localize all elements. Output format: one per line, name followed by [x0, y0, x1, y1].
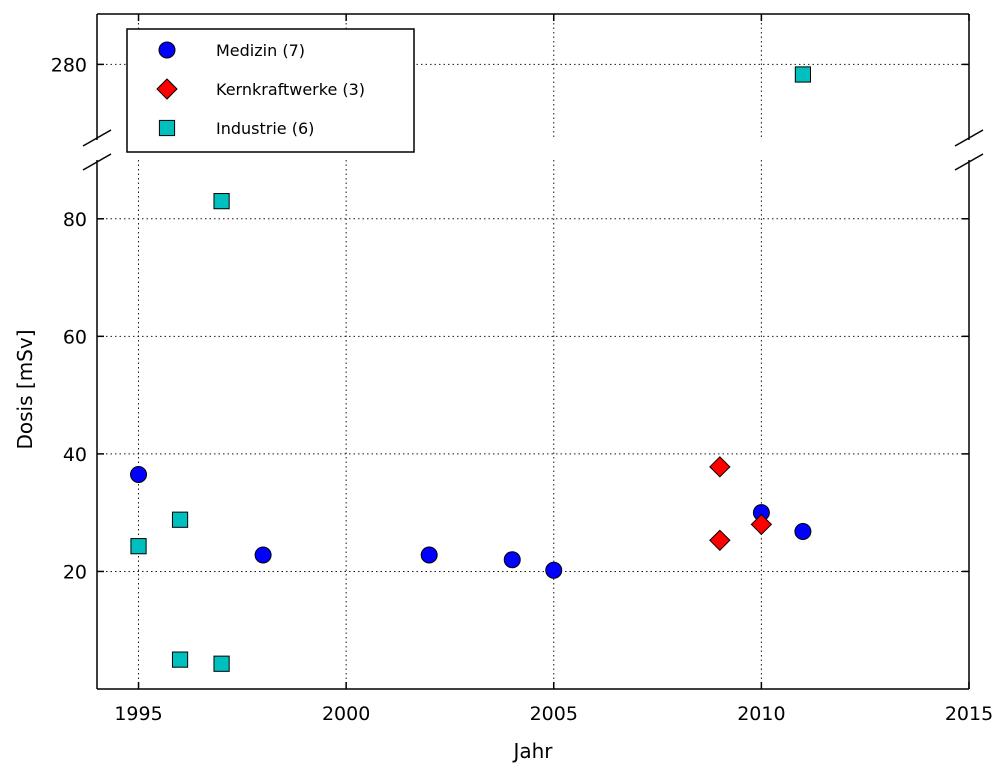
marks-layer: [130, 66, 812, 672]
y-tick-label: 20: [63, 561, 87, 583]
x-tick-label: 2010: [737, 703, 785, 725]
data-point-circle: [503, 551, 521, 569]
axis-break-mark: [954, 129, 984, 147]
data-point-square: [171, 511, 189, 528]
data-point-circle: [254, 546, 272, 564]
y-tick-label: 80: [63, 209, 87, 231]
data-point-diamond: [709, 529, 731, 551]
y-tick-label: 40: [63, 444, 87, 466]
data-point-circle: [545, 561, 563, 579]
axis-break-mark: [82, 153, 112, 171]
data-point-circle: [130, 465, 148, 483]
y-tick-label: 60: [63, 326, 87, 348]
y-axis-label: Dosis [mSv]: [13, 329, 37, 449]
legend-marker-square: [158, 119, 176, 137]
data-point-circle: [794, 522, 812, 540]
x-tick-label: 2000: [322, 703, 370, 725]
legend-entry-label: Medizin (7): [216, 41, 305, 60]
y-tick-label: 280: [51, 54, 87, 76]
legend-entry-label: Industrie (6): [216, 119, 314, 138]
data-point-circle: [420, 546, 438, 564]
data-point-square: [794, 66, 812, 83]
x-tick-label: 2005: [530, 703, 578, 725]
data-point-square: [213, 655, 230, 672]
data-point-square: [130, 538, 147, 555]
legend-marker-circle: [158, 41, 176, 59]
legend-marker-diamond: [156, 78, 178, 100]
legend: Medizin (7) Kernkraftwerke (3) Industrie (…: [126, 28, 415, 153]
data-point-square: [171, 651, 189, 668]
axes-layer: 1995 2000 2005 2010 2015 20 40 60 80 280: [51, 13, 993, 725]
x-axis-label: Jahr: [511, 739, 553, 763]
axis-break-mark: [954, 153, 984, 171]
x-tick-label: 1995: [114, 703, 162, 725]
data-point-square: [213, 193, 230, 210]
axis-break-mark: [82, 129, 112, 147]
x-tick-label: 2015: [945, 703, 993, 725]
data-point-diamond: [709, 456, 731, 478]
data-point-diamond: [750, 513, 773, 536]
legend-entry-label: Kernkraftwerke (3): [216, 80, 365, 99]
